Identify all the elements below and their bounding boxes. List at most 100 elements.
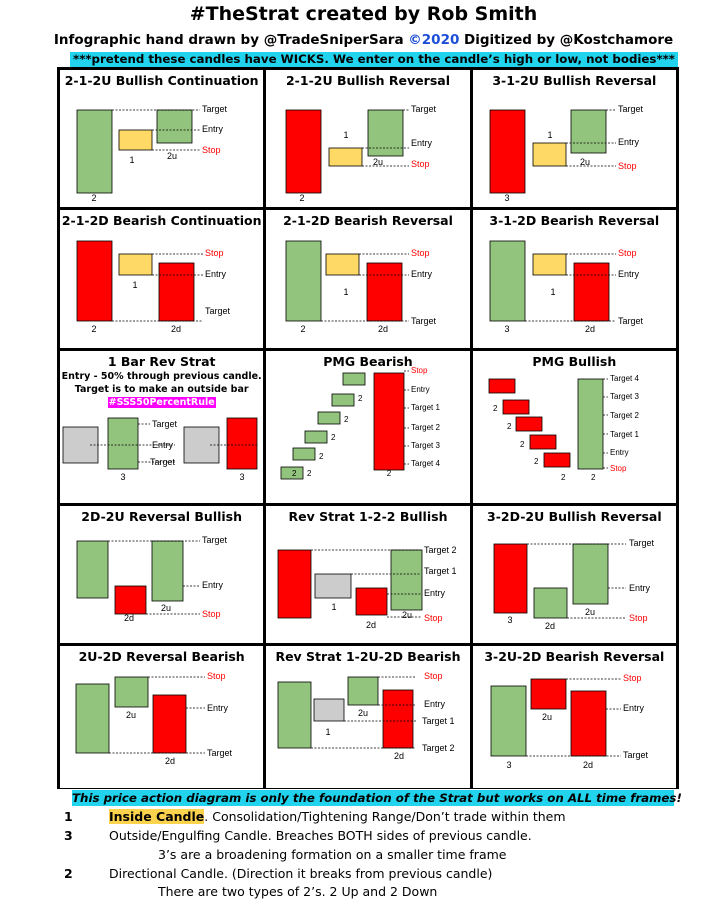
diagram: Target Entry Target 3 3 (62, 417, 258, 482)
cell-title: Rev Strat 1-2U-2D Bearish (275, 649, 461, 664)
cell-212u-bullish-continuation: 2-1-2U Bullish Continuation Target Entry S… (60, 70, 264, 207)
label-n1: 1 (332, 602, 337, 612)
diagram: Target Entry Stop 2 1 2u (285, 104, 437, 203)
candle-2d (373, 372, 405, 471)
label-n2-3: 2 (534, 457, 539, 466)
candle-2u (156, 109, 193, 144)
candle-3 (107, 417, 139, 470)
label-n2-1: 2 (344, 415, 349, 424)
candle-2 (285, 240, 322, 322)
label-n3: 3 (239, 472, 244, 482)
candle-2d-4 (543, 452, 571, 468)
label-n2: 2 (91, 324, 96, 334)
candle-2d-3 (529, 434, 557, 450)
label-n2d: 2d (366, 620, 376, 630)
candle-2d (355, 587, 388, 616)
candle-2u-0 (342, 372, 366, 386)
candle-2u (530, 678, 567, 710)
diagram: Stop Entry Target 2u 2d (75, 671, 233, 766)
label-stop: Stop (623, 673, 642, 683)
label-target: Target (618, 104, 644, 114)
legend-desc: . Consolidation/Tightening Range/Don’t t… (204, 809, 566, 824)
label-target: Target (205, 306, 231, 316)
legend-num: 2 (64, 866, 73, 881)
label-entry: Entry (411, 385, 430, 394)
legend-num: 3 (64, 828, 73, 843)
candle-2u-1 (331, 393, 355, 407)
candle-1 (118, 129, 153, 151)
cell-212u-bullish-reversal: 2-1-2U Bullish Reversal Target Entry Stop 2… (266, 70, 470, 207)
label-n2: 2 (301, 324, 306, 334)
label-n2d: 2d (171, 324, 181, 334)
label-n2: 2 (300, 193, 305, 203)
label-n2u: 2u (585, 607, 595, 617)
legend-row-outside: 3 Outside/Engulfing Candle. Breaches BOT… (0, 828, 727, 846)
candle-2 (75, 683, 110, 754)
footer-banner: This price action diagram is only the fo… (72, 790, 682, 806)
label-n2d: 2d (394, 751, 404, 761)
candle-2d-2 (515, 416, 543, 432)
cell-title: 2U-2D Reversal Bearish (78, 649, 245, 664)
diagram: Target Entry Stop 2 1 2u (76, 104, 228, 203)
label-target1: Target 1 (424, 566, 457, 576)
label-n2-last: 2 (292, 469, 297, 478)
label-target3: Target 3 (610, 392, 639, 401)
label-target: Target (202, 104, 228, 114)
cell-rev-strat-12u2d-bearish: Rev Strat 1-2U-2D Bearish Stop Entry Targe… (266, 646, 470, 788)
label-n2u: 2u (542, 712, 552, 722)
label-target2: Target 2 (424, 545, 457, 555)
candle-1 (314, 573, 352, 599)
candle-2u (347, 676, 379, 706)
candle-2u (577, 378, 604, 470)
candle-3 (226, 417, 258, 470)
candle-2d (152, 694, 187, 754)
legend-num: 1 (64, 809, 73, 824)
credit-suffix: Digitized by @Kostchamore (459, 32, 674, 48)
label-n2d: 2d (545, 621, 555, 631)
cell-title: 3-1-2U Bullish Reversal (492, 73, 657, 88)
candle-2d-1 (502, 399, 530, 415)
label-n2d: 2d (585, 324, 595, 334)
candle-2d (533, 587, 568, 619)
label-n2: 2 (387, 469, 392, 478)
cell-title: 3-2U-2D Bearish Reversal (484, 649, 665, 664)
diagram: Target Entry Stop 2d 2u (76, 535, 228, 623)
label-n2: 2 (91, 193, 96, 203)
legend-text: Outside/Engulfing Candle. Breaches BOTH … (109, 828, 532, 843)
cell-title: Rev Strat 1-2-2 Bullish (288, 509, 448, 524)
cell-2u2d-reversal-bearish: 2U-2D Reversal Bearish Stop Entry Target 2u… (60, 646, 264, 788)
label-target1: Target 1 (411, 403, 440, 412)
label-entry: Entry (411, 138, 433, 148)
label-n1: 1 (344, 287, 349, 297)
label-stop: Stop (618, 248, 637, 258)
candle-1 (532, 253, 567, 276)
legend-row-inside: 1 Inside Candle. Consolidation/Tightenin… (0, 809, 727, 827)
legend-text: Inside Candle. Consolidation/Tightening … (109, 809, 566, 824)
label-target: Target (207, 748, 233, 758)
cell-title: 3-1-2D Bearish Reversal (489, 213, 660, 228)
legend-text: 3’s are a broadening formation on a smal… (158, 847, 507, 862)
label-target2: Target 2 (422, 743, 455, 753)
candle-2 (285, 109, 322, 194)
credit-prefix: Infographic hand drawn by @TradeSniperSa… (53, 32, 409, 48)
cell-2d2u-reversal-bullish: 2D-2U Reversal Bullish Target Entry Stop 2d… (60, 506, 264, 643)
pattern-grid: 2-1-2U Bullish Continuation Target Entry S… (57, 67, 679, 789)
candle-2u-5 (280, 466, 304, 480)
candle-1 (325, 253, 360, 276)
cell-32u2d-bearish-reversal: 3-2U-2D Bearish Reversal Stop Entry Target… (472, 646, 676, 788)
candle-2u (367, 109, 404, 157)
label-entry: Entry (618, 137, 640, 147)
label-n2u: 2u (126, 710, 136, 720)
cell-title: 2-1-2D Bearish Continuation (61, 213, 262, 228)
candle-3 (489, 240, 526, 322)
label-n2d: 2d (378, 324, 388, 334)
diagram: Stop Entry Target 1 Target 2 1 2u 2d (277, 671, 455, 761)
candle-2d (570, 690, 607, 757)
label-n2d: 2d (583, 760, 593, 770)
credit-line: Infographic hand drawn by @TradeSniperSa… (0, 32, 727, 48)
diagram: Stop Entry Target 2 1 2d (76, 240, 231, 334)
label-n1: 1 (550, 287, 555, 297)
candle-2d (382, 689, 414, 749)
candle-1 (118, 253, 153, 276)
label-target4: Target 4 (610, 374, 639, 383)
